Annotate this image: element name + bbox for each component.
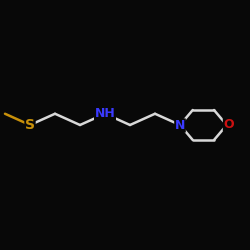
Text: S: S: [25, 118, 35, 132]
Text: N: N: [175, 119, 185, 132]
Text: NH: NH: [94, 107, 116, 120]
Text: O: O: [224, 118, 234, 131]
